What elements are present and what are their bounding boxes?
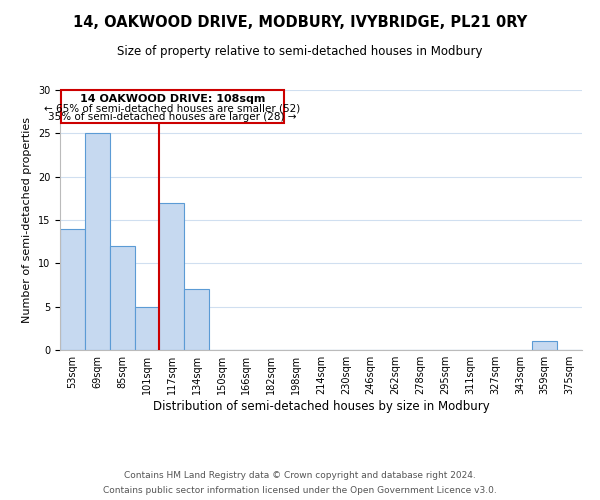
Bar [85,134,110,350]
Text: 14, OAKWOOD DRIVE, MODBURY, IVYBRIDGE, PL21 0RY: 14, OAKWOOD DRIVE, MODBURY, IVYBRIDGE, P… [73,15,527,30]
Text: Size of property relative to semi-detached houses in Modbury: Size of property relative to semi-detach… [117,45,483,58]
Bar [160,202,184,350]
Bar [532,342,557,350]
Bar [60,228,85,350]
Bar [184,290,209,350]
X-axis label: Distribution of semi-detached houses by size in Modbury: Distribution of semi-detached houses by … [152,400,490,413]
Y-axis label: Number of semi-detached properties: Number of semi-detached properties [22,117,32,323]
Text: 35% of semi-detached houses are larger (28) →: 35% of semi-detached houses are larger (… [48,112,297,122]
FancyBboxPatch shape [61,90,284,123]
Bar [134,306,160,350]
Text: 14 OAKWOOD DRIVE: 108sqm: 14 OAKWOOD DRIVE: 108sqm [80,94,265,104]
Text: Contains public sector information licensed under the Open Government Licence v3: Contains public sector information licen… [103,486,497,495]
Text: ← 65% of semi-detached houses are smaller (52): ← 65% of semi-detached houses are smalle… [44,103,301,113]
Bar [110,246,134,350]
Text: Contains HM Land Registry data © Crown copyright and database right 2024.: Contains HM Land Registry data © Crown c… [124,471,476,480]
